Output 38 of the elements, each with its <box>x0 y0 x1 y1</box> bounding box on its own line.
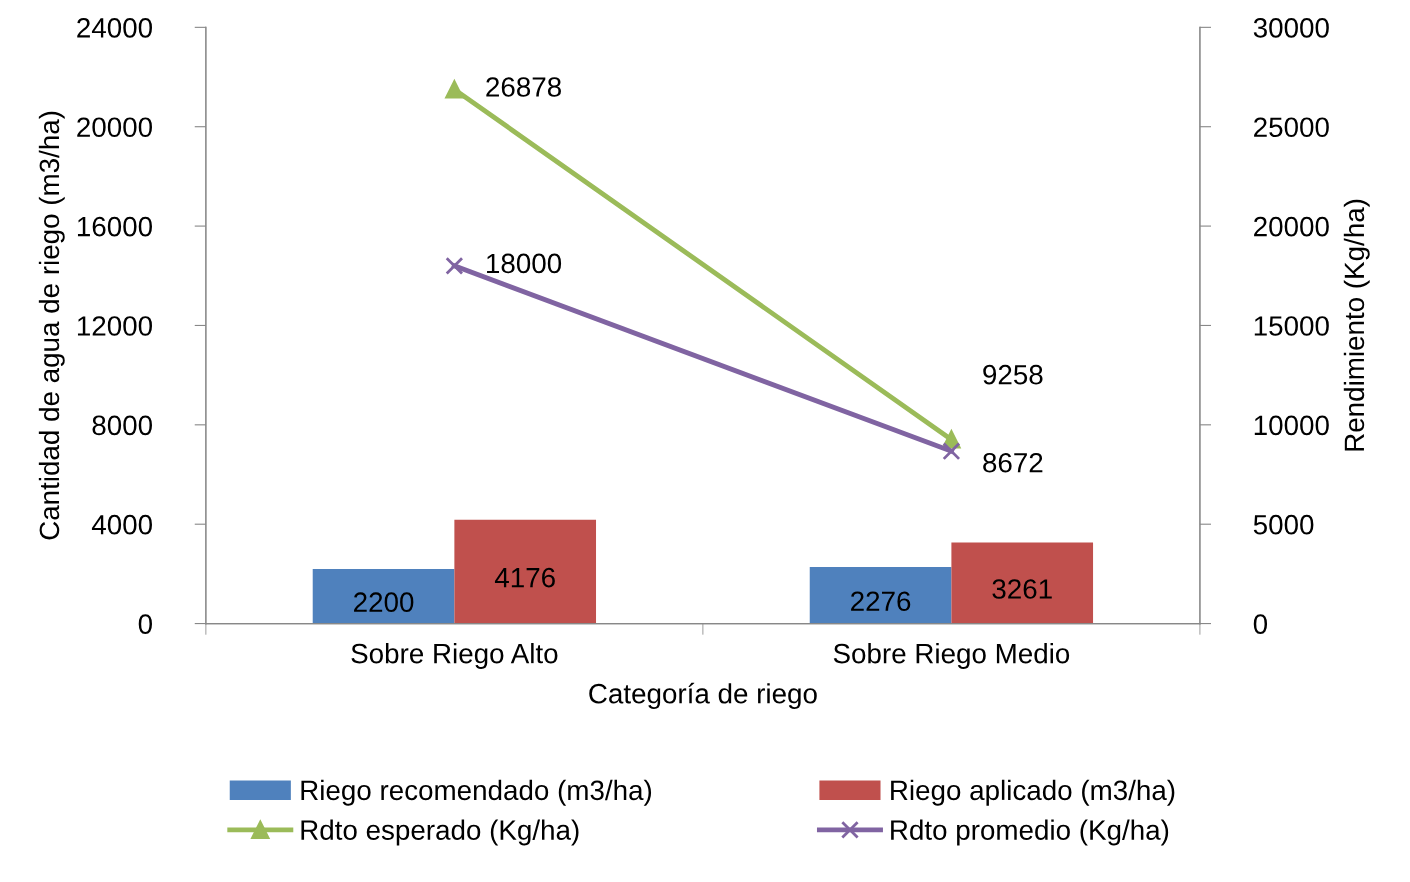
point <box>942 442 961 461</box>
y-tick-label: 4000 <box>91 514 152 535</box>
y-tick-label: 12000 <box>77 316 152 336</box>
bar <box>312 568 455 624</box>
data-label: 4176 <box>494 567 555 588</box>
y-tick-label: 0 <box>138 614 152 634</box>
legend-label: Rdto promedio (Kg/ha) <box>891 819 1169 846</box>
y2-tick-label: 15000 <box>1254 316 1329 336</box>
y2-tick-label: 20000 <box>1254 216 1329 237</box>
data-label: 3261 <box>992 579 1052 599</box>
y2-tick-label: 5000 <box>1253 514 1314 535</box>
legend-label: Rdto esperado (Kg/ha) <box>301 819 579 846</box>
data-label: 8672 <box>983 452 1043 473</box>
data-label: 2200 <box>354 592 414 613</box>
bar <box>951 542 1094 624</box>
legend-label: Riego recomendado (m3/ha) <box>301 779 652 806</box>
data-label: 26878 <box>486 77 561 97</box>
y2-tick-label: 25000 <box>1254 117 1329 138</box>
y2-axis-title: Rendimiento (Kg/ha) <box>1343 199 1370 451</box>
y-tick-label: 24000 <box>77 18 152 38</box>
y2-tick-label: 10000 <box>1254 415 1329 436</box>
legend-label: Riego aplicado (m3/ha) <box>891 779 1175 806</box>
bar <box>454 519 597 624</box>
data-label: 2276 <box>851 591 911 612</box>
x-tick-label: Sobre Riego Alto <box>351 643 558 669</box>
x-tick-label: Sobre Riego Medio <box>833 643 1070 669</box>
y2-tick-label: 30000 <box>1253 18 1329 38</box>
bar <box>809 567 952 624</box>
y2-tick-label: 0 <box>1253 614 1268 634</box>
y-axis-title: Cantidad de agua de riego (m3/ha) <box>38 111 65 540</box>
point <box>445 256 464 275</box>
y-tick-label: 16000 <box>77 216 152 237</box>
y-tick-label: 8000 <box>92 415 152 436</box>
y-tick-label: 20000 <box>77 117 152 138</box>
data-label: 9258 <box>983 364 1043 385</box>
point <box>445 80 464 99</box>
x-axis-title: Categoría de riego <box>589 682 817 710</box>
data-label: 18000 <box>487 253 562 274</box>
